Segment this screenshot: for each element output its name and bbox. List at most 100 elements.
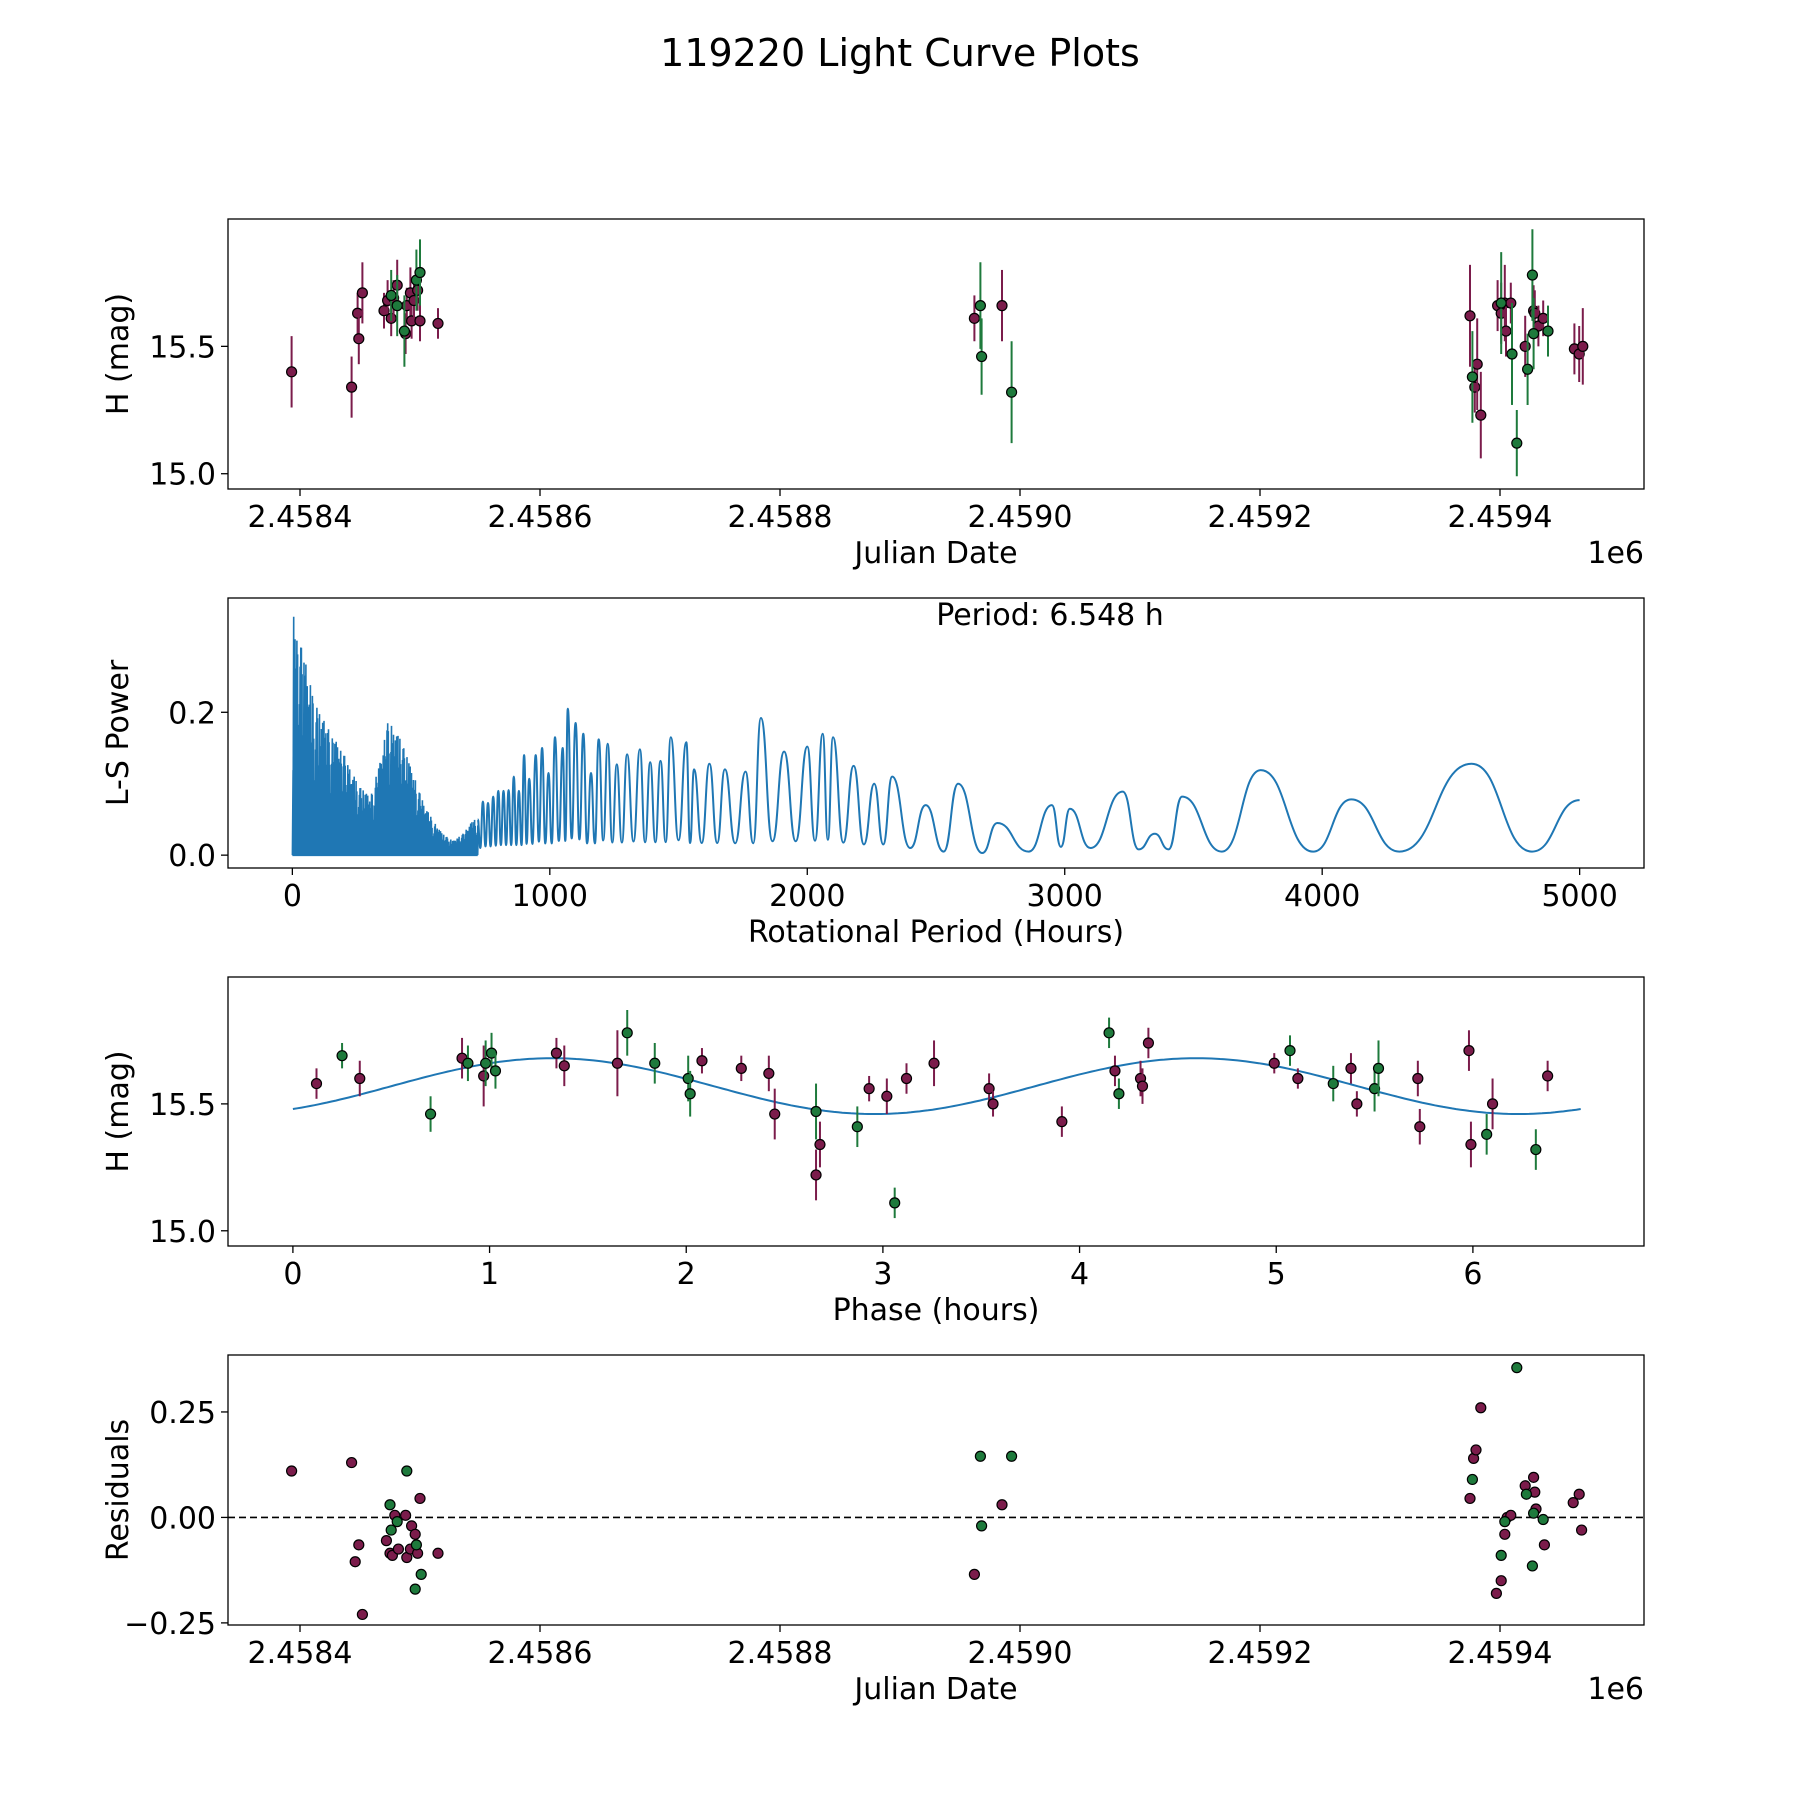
data-point-magenta (1056, 1116, 1068, 1128)
x-tick-label: 2.4594 (1448, 1636, 1553, 1671)
figure-title: 119220 Light Curve Plots (660, 31, 1140, 75)
x-tick-label: 0 (283, 1257, 302, 1292)
data-point-magenta (1486, 1098, 1499, 1110)
y-tick-label: 0.2 (168, 696, 216, 731)
x-tick-label: 2.4586 (488, 1636, 593, 1671)
data-point-magenta (1537, 312, 1549, 324)
data-point-magenta (1573, 1488, 1585, 1500)
data-point-green (974, 1450, 987, 1462)
data-point-magenta (378, 305, 390, 317)
data-point-magenta (1495, 1575, 1507, 1587)
data-point-magenta (987, 1098, 999, 1110)
data-point-magenta (349, 1556, 361, 1568)
data-point-magenta (550, 1047, 563, 1059)
data-point-green (1466, 371, 1479, 383)
data-point-magenta (735, 1062, 747, 1074)
data-point-green (385, 289, 397, 302)
data-point-magenta (286, 366, 298, 378)
data-point-magenta (1575, 1524, 1588, 1536)
x-tick-label: 5000 (1541, 879, 1617, 914)
data-point-green (1495, 297, 1507, 309)
data-point-green (975, 350, 988, 363)
data-point-magenta (996, 1499, 1008, 1511)
data-point-green (385, 1524, 397, 1536)
data-point-magenta (1464, 1492, 1476, 1505)
data-point-magenta (900, 1072, 913, 1085)
x-tick-label: 2.4592 (1208, 1636, 1313, 1671)
data-point-green (1005, 1450, 1018, 1462)
data-point-green (1499, 1516, 1511, 1528)
data-point-green (1530, 1143, 1542, 1156)
data-point-green (684, 1088, 696, 1100)
data-point-magenta (1463, 1044, 1475, 1057)
data-point-magenta (1475, 409, 1487, 421)
data-point-green (682, 1072, 694, 1085)
y-axis-label: L-S Power (101, 659, 136, 806)
data-point-green (398, 325, 410, 337)
data-point-magenta (1505, 297, 1517, 309)
data-point-green (336, 1050, 348, 1062)
y-tick-label: 0.00 (149, 1501, 216, 1536)
data-point-magenta (763, 1067, 775, 1080)
data-point-magenta (354, 1072, 366, 1085)
plot-frame (227, 597, 1645, 869)
data-point-magenta (346, 1456, 358, 1469)
x-axis-label: Phase (hours) (833, 1293, 1040, 1328)
data-point-magenta (968, 1568, 981, 1580)
data-point-green (1327, 1077, 1339, 1090)
data-point-green (391, 1516, 403, 1528)
x-tick-label: 1000 (512, 879, 588, 914)
x-tick-label: 2.4590 (968, 1636, 1073, 1671)
data-point-magenta (1109, 1065, 1121, 1077)
data-point-magenta (432, 1547, 444, 1559)
x-tick-label: 2000 (769, 879, 845, 914)
data-point-magenta (863, 1083, 875, 1095)
data-point-magenta (1142, 1037, 1155, 1049)
x-offset-label: 1e6 (1587, 536, 1644, 571)
data-point-magenta (983, 1083, 995, 1095)
data-point-magenta (881, 1090, 893, 1102)
y-tick-label: 15.5 (149, 1088, 216, 1123)
data-point-magenta (558, 1060, 570, 1072)
data-point-magenta (968, 312, 981, 324)
data-point-magenta (1490, 1587, 1503, 1599)
data-point-magenta (478, 1070, 490, 1082)
data-point-green (1372, 1062, 1385, 1074)
data-point-green (1521, 363, 1534, 375)
raw-light-curve-panel: 2.4584 2.4586 2.4588 2.4590 2.4592 2.4594 15.0… (101, 218, 1645, 571)
x-tick-label: 4000 (1284, 879, 1360, 914)
data-point-magenta (1351, 1098, 1363, 1110)
data-point-green (1506, 348, 1518, 360)
y-tick-label: 15.5 (149, 330, 216, 365)
data-point-magenta (696, 1055, 708, 1067)
data-point-magenta (1292, 1072, 1304, 1085)
data-point-green (1103, 1027, 1115, 1039)
y-tick-label: 0.25 (149, 1396, 216, 1431)
x-axis-label: Rotational Period (Hours) (748, 915, 1124, 950)
data-point-green (1368, 1083, 1381, 1095)
data-point-green (1113, 1088, 1125, 1100)
y-tick-label: 0.0 (168, 839, 216, 874)
data-point-magenta (1500, 325, 1512, 337)
data-point-magenta (286, 1465, 298, 1477)
data-point-green (384, 1499, 396, 1511)
data-point-green (810, 1105, 822, 1118)
data-point-magenta (1519, 340, 1531, 352)
data-point-green (414, 266, 426, 279)
data-point-magenta (1464, 310, 1476, 322)
data-point-green (489, 1065, 502, 1077)
x-tick-label: 5 (1267, 1257, 1286, 1292)
data-point-magenta (414, 315, 426, 327)
periodogram-panel: 0 1000 2000 3000 4000 5000 0.0 0.2 Rotational Pe… (101, 597, 1645, 950)
x-tick-label: 6 (1463, 1257, 1482, 1292)
y-axis-label: Residuals (101, 1419, 136, 1561)
data-point-magenta (356, 287, 368, 299)
x-tick-label: 1 (480, 1257, 499, 1292)
data-point-green (480, 1057, 492, 1069)
data-point-magenta (352, 307, 364, 319)
x-axis-label: Julian Date (852, 1672, 1017, 1707)
data-point-magenta (928, 1057, 940, 1069)
x-tick-label: 2.4592 (1208, 500, 1313, 535)
x-tick-label: 2.4584 (248, 500, 353, 535)
